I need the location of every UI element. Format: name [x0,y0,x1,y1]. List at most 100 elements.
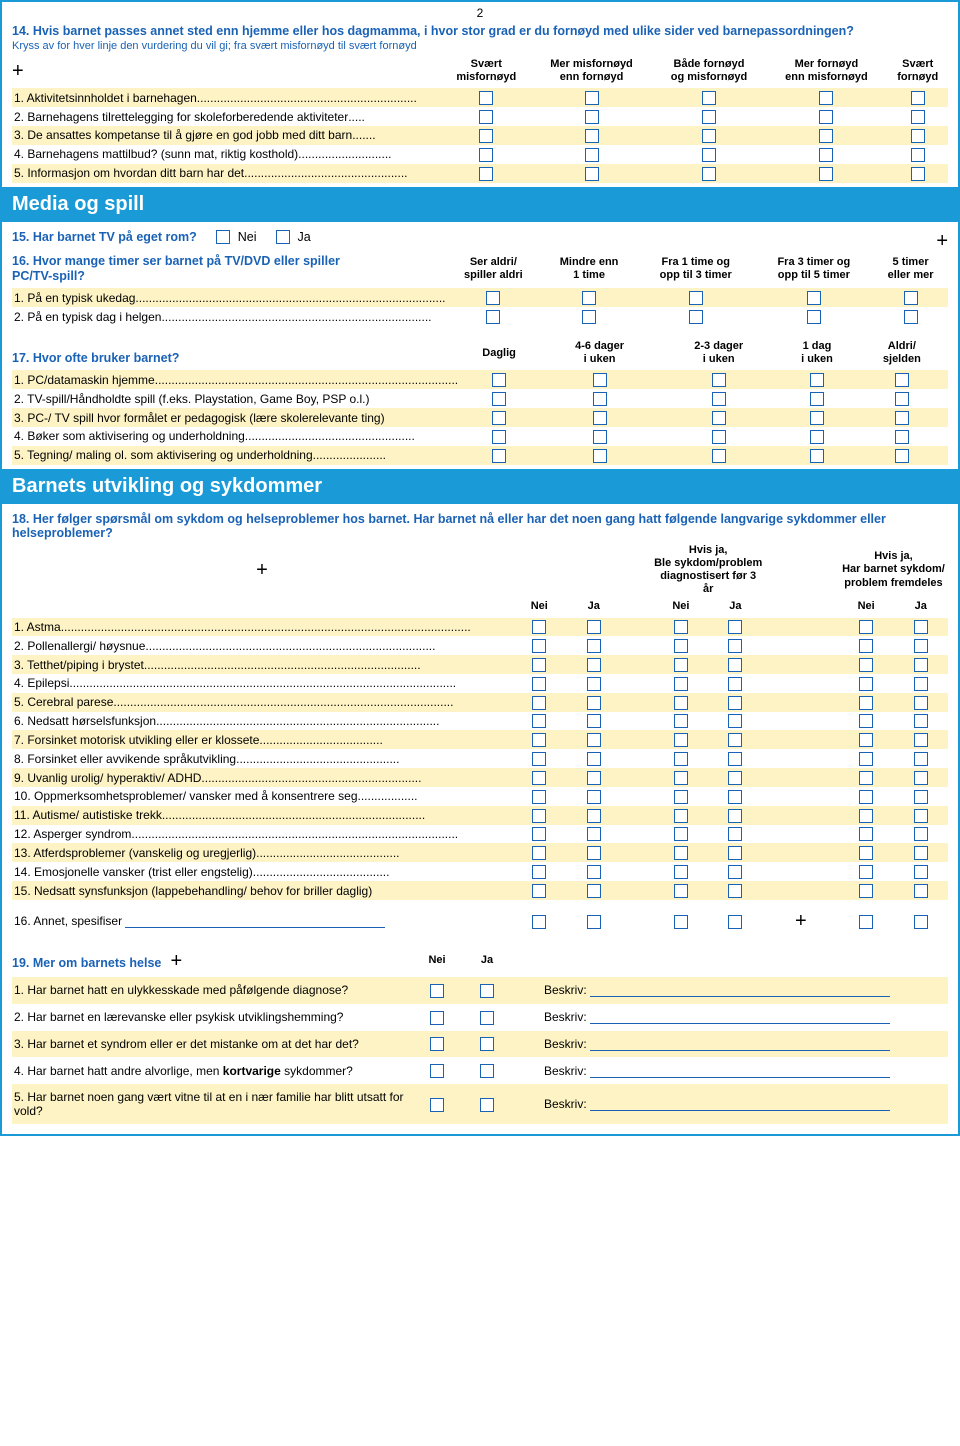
checkbox[interactable] [480,1064,494,1078]
checkbox[interactable] [810,392,824,406]
checkbox[interactable] [702,148,716,162]
checkbox[interactable] [587,639,601,653]
checkbox[interactable] [532,658,546,672]
checkbox[interactable] [480,1098,494,1112]
checkbox[interactable] [479,148,493,162]
checkbox[interactable] [532,827,546,841]
checkbox[interactable] [587,658,601,672]
checkbox[interactable] [532,714,546,728]
write-in-line[interactable] [590,1012,890,1024]
checkbox[interactable] [859,714,873,728]
checkbox[interactable] [712,392,726,406]
checkbox[interactable] [674,809,688,823]
checkbox[interactable] [674,752,688,766]
checkbox[interactable] [810,411,824,425]
checkbox[interactable] [689,310,703,324]
checkbox[interactable] [532,639,546,653]
checkbox[interactable] [593,449,607,463]
checkbox[interactable] [914,696,928,710]
checkbox[interactable] [914,714,928,728]
checkbox[interactable] [859,620,873,634]
checkbox[interactable] [430,1037,444,1051]
checkbox[interactable] [532,809,546,823]
checkbox[interactable] [819,91,833,105]
checkbox[interactable] [532,733,546,747]
checkbox[interactable] [587,696,601,710]
checkbox[interactable] [582,310,596,324]
checkbox[interactable] [712,373,726,387]
q15-ja-checkbox[interactable] [276,230,290,244]
checkbox[interactable] [674,658,688,672]
checkbox[interactable] [810,430,824,444]
checkbox[interactable] [593,430,607,444]
checkbox[interactable] [728,827,742,841]
checkbox[interactable] [674,915,688,929]
checkbox[interactable] [914,827,928,841]
checkbox[interactable] [895,411,909,425]
checkbox[interactable] [712,411,726,425]
checkbox[interactable] [810,449,824,463]
checkbox[interactable] [895,392,909,406]
checkbox[interactable] [585,167,599,181]
checkbox[interactable] [674,714,688,728]
q15-nei-checkbox[interactable] [216,230,230,244]
checkbox[interactable] [479,129,493,143]
checkbox[interactable] [479,110,493,124]
checkbox[interactable] [593,373,607,387]
checkbox[interactable] [430,1011,444,1025]
checkbox[interactable] [859,752,873,766]
checkbox[interactable] [674,846,688,860]
checkbox[interactable] [728,752,742,766]
checkbox[interactable] [585,129,599,143]
checkbox[interactable] [728,696,742,710]
checkbox[interactable] [674,620,688,634]
checkbox[interactable] [914,846,928,860]
checkbox[interactable] [728,846,742,860]
checkbox[interactable] [587,790,601,804]
checkbox[interactable] [593,392,607,406]
checkbox[interactable] [728,677,742,691]
checkbox[interactable] [532,846,546,860]
checkbox[interactable] [859,639,873,653]
checkbox[interactable] [587,714,601,728]
checkbox[interactable] [587,915,601,929]
checkbox[interactable] [702,91,716,105]
checkbox[interactable] [587,865,601,879]
checkbox[interactable] [728,865,742,879]
checkbox[interactable] [430,1098,444,1112]
checkbox[interactable] [674,884,688,898]
checkbox[interactable] [585,148,599,162]
checkbox[interactable] [532,620,546,634]
checkbox[interactable] [585,110,599,124]
checkbox[interactable] [914,790,928,804]
checkbox[interactable] [492,392,506,406]
checkbox[interactable] [492,430,506,444]
checkbox[interactable] [819,148,833,162]
checkbox[interactable] [492,411,506,425]
checkbox[interactable] [674,865,688,879]
checkbox[interactable] [859,915,873,929]
checkbox[interactable] [859,733,873,747]
write-in-line[interactable] [125,916,385,928]
checkbox[interactable] [728,771,742,785]
checkbox[interactable] [479,167,493,181]
checkbox[interactable] [480,1011,494,1025]
checkbox[interactable] [479,91,493,105]
checkbox[interactable] [674,771,688,785]
checkbox[interactable] [587,809,601,823]
checkbox[interactable] [702,129,716,143]
checkbox[interactable] [859,884,873,898]
checkbox[interactable] [859,827,873,841]
checkbox[interactable] [728,714,742,728]
checkbox[interactable] [728,809,742,823]
checkbox[interactable] [674,677,688,691]
checkbox[interactable] [532,915,546,929]
checkbox[interactable] [810,373,824,387]
checkbox[interactable] [911,91,925,105]
checkbox[interactable] [674,639,688,653]
checkbox[interactable] [587,752,601,766]
checkbox[interactable] [532,771,546,785]
checkbox[interactable] [492,373,506,387]
checkbox[interactable] [859,658,873,672]
checkbox[interactable] [587,884,601,898]
